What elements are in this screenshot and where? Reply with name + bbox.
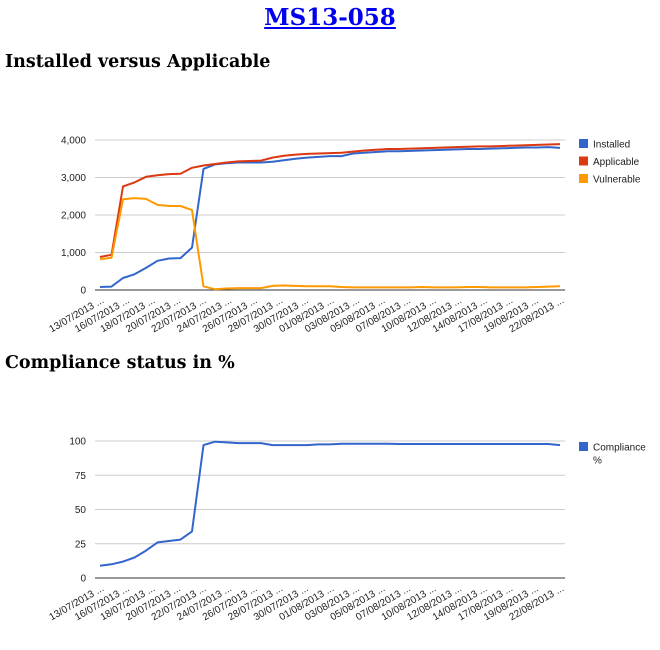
y-tick-label: 1,000: [61, 248, 86, 259]
series-line-installed: [99, 146, 561, 288]
y-tick-label: 2,000: [61, 211, 86, 222]
legend-label: Vulnerable: [593, 175, 641, 186]
page-title-link[interactable]: MS13-058: [264, 4, 396, 31]
installed-vs-applicable-heading: Installed versus Applicable: [5, 52, 271, 72]
y-tick-label: 3,000: [61, 173, 86, 184]
legend-label: Installed: [593, 140, 630, 151]
y-tick-label: 50: [75, 505, 87, 516]
y-tick-label: 0: [80, 574, 86, 585]
legend-label: Applicable: [593, 157, 640, 168]
y-tick-label: 100: [69, 437, 86, 448]
series-line-vulnerable: [99, 197, 561, 291]
legend-label: Compliance%: [593, 443, 646, 467]
y-tick-label: 0: [80, 286, 86, 297]
y-tick-label: 4,000: [61, 136, 86, 147]
legend-swatch: [579, 156, 588, 166]
legend-swatch: [579, 442, 588, 451]
series-line-applicable: [99, 143, 561, 258]
series-line-compliance: [99, 440, 561, 567]
legend-swatch: [579, 174, 588, 183]
compliance-status-heading: Compliance status in %: [5, 353, 235, 373]
legend-swatch: [579, 139, 588, 148]
y-tick-label: 75: [75, 471, 87, 482]
y-tick-label: 25: [75, 539, 87, 550]
